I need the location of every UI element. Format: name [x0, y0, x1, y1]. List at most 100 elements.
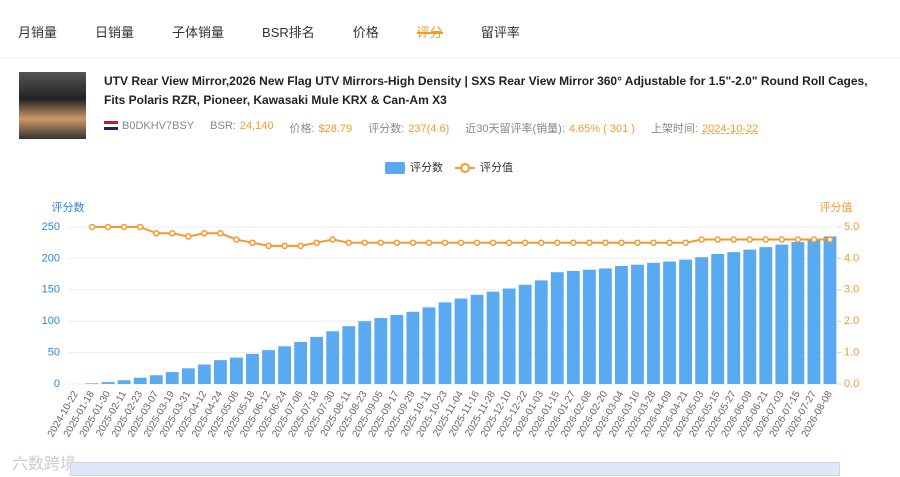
y-tick-label: 0: [54, 378, 60, 390]
bar: [518, 284, 532, 384]
bar: [326, 331, 340, 384]
point: [698, 236, 705, 243]
bar: [422, 307, 436, 384]
meta-label: 上架时间:: [650, 123, 698, 135]
point: [682, 239, 689, 246]
point: [457, 239, 465, 246]
meta-label: BSR:: [210, 120, 236, 132]
watermark: 六数跨境: [12, 456, 77, 473]
bar: [406, 311, 420, 384]
meta-item: 近30天留评率(销量): 4.65% ( 301 ): [465, 120, 635, 136]
bar: [727, 252, 741, 384]
point: [489, 239, 497, 246]
bar: [534, 280, 548, 384]
point: [120, 223, 128, 231]
tab[interactable]: 价格: [352, 25, 379, 40]
y-axis-title: 评分数: [52, 201, 85, 214]
point: [329, 236, 336, 243]
bar: [213, 360, 227, 384]
meta-value: 2024-10-22: [702, 123, 759, 135]
point: [249, 239, 256, 246]
bar: [663, 261, 676, 384]
meta-value: $28.79: [318, 123, 353, 135]
bar: [278, 346, 291, 384]
bar: [550, 272, 564, 384]
meta-label: 近30天留评率(销量):: [465, 123, 565, 135]
bar: [197, 364, 211, 384]
point: [185, 233, 192, 240]
point: [762, 236, 770, 243]
y-tick-label: 100: [42, 315, 60, 327]
bar: [246, 353, 259, 384]
point: [554, 239, 561, 246]
bar: [711, 254, 725, 384]
bar: [262, 350, 275, 384]
point: [473, 239, 481, 246]
scrollbar[interactable]: [70, 462, 840, 476]
y2-tick-label: 3.0: [844, 284, 859, 296]
point: [778, 236, 786, 243]
bar: [133, 377, 147, 384]
tab[interactable]: 月销量: [18, 25, 58, 40]
bar: [775, 244, 789, 384]
y-tick-label: 150: [42, 284, 60, 296]
point: [217, 230, 224, 237]
point: [537, 239, 545, 246]
bar: [566, 270, 580, 384]
bar: [598, 268, 612, 384]
meta-value: 4.65% ( 301 ): [568, 123, 635, 135]
bar: [647, 262, 660, 384]
bar: [390, 314, 404, 384]
asin-text[interactable]: B0DKHV7BSY: [122, 120, 195, 132]
point: [441, 239, 449, 246]
bar: [823, 236, 837, 384]
point: [618, 239, 625, 246]
tab[interactable]: 日销量: [95, 25, 135, 40]
point: [425, 239, 433, 246]
point: [152, 230, 160, 237]
tab-bar: 月销量 日销量 子体销量 BSR排名 价格 评分 留评率: [0, 0, 900, 59]
point: [586, 239, 593, 246]
bar: [679, 259, 693, 384]
bar: [181, 368, 195, 384]
bar: [294, 341, 308, 384]
bar: [759, 247, 773, 384]
bar: [695, 257, 709, 384]
bar: [101, 382, 115, 384]
product-title[interactable]: UTV Rear View Mirror,2026 New Flag UTV M…: [104, 74, 868, 107]
tab[interactable]: 子体销量: [172, 25, 225, 40]
bar: [165, 372, 179, 384]
bar: [454, 298, 468, 384]
point: [233, 236, 240, 243]
legend-label: 评分数: [410, 161, 443, 174]
bar: [342, 326, 356, 384]
point: [826, 236, 834, 243]
y2-tick-label: 1.0: [844, 347, 859, 359]
bar: [470, 294, 484, 384]
meta-item: 价格: $28.79: [290, 120, 353, 136]
tab[interactable]: BSR排名: [262, 25, 315, 40]
point: [393, 239, 401, 246]
product-meta: B0DKHV7BSY BSR: 24,140 价格: $28.79 评分数: 237(…: [104, 120, 774, 136]
point: [281, 242, 288, 250]
legend-swatch: [385, 162, 405, 174]
tab[interactable]: 留评率: [480, 25, 520, 40]
point: [313, 239, 320, 246]
point: [361, 239, 369, 246]
bar: [85, 383, 99, 384]
legend-swatch: [460, 163, 470, 173]
tab[interactable]: 评分: [416, 0, 443, 40]
y2-tick-label: 5.0: [844, 221, 859, 233]
y2-tick-label: 4.0: [844, 252, 859, 264]
point: [345, 239, 352, 246]
meta-value: 237(4.6): [408, 123, 450, 135]
point: [297, 242, 304, 250]
bar: [117, 380, 131, 384]
point: [746, 236, 754, 243]
bar: [615, 265, 628, 384]
y-tick-label: 250: [42, 221, 60, 233]
point: [634, 239, 641, 246]
bar: [631, 264, 644, 384]
y-tick-label: 50: [48, 347, 60, 359]
point: [521, 239, 529, 246]
